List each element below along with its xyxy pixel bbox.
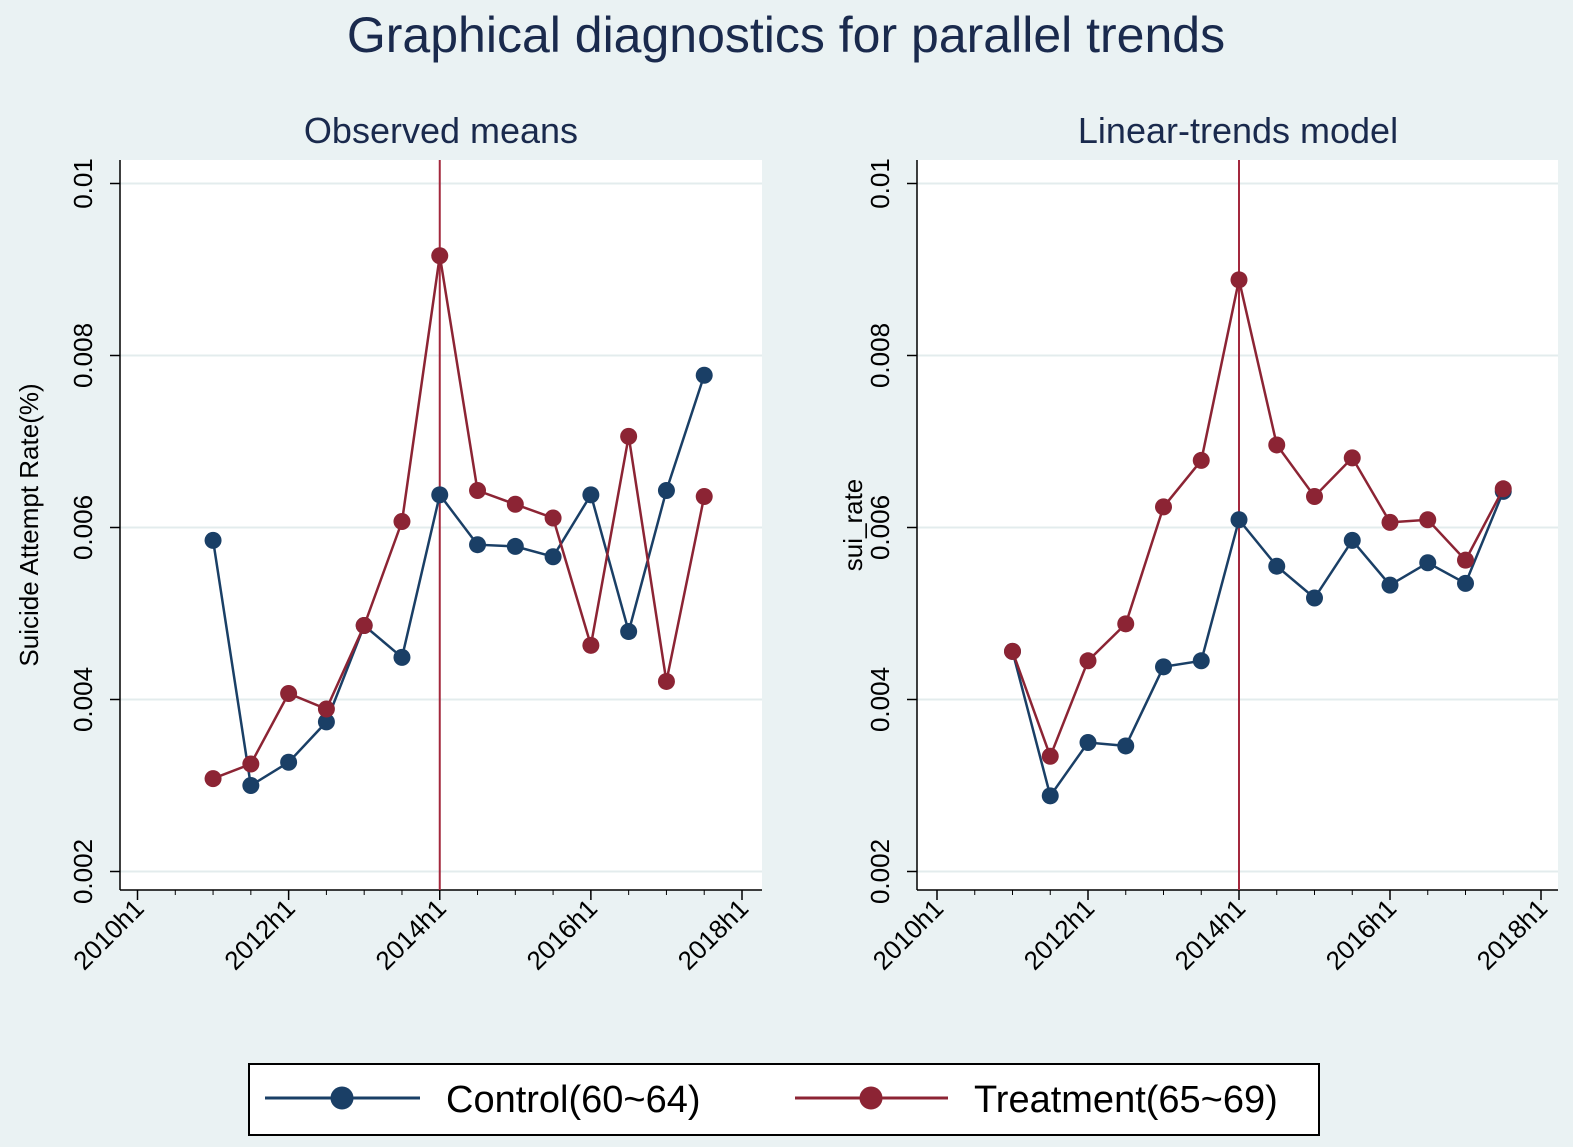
series-treatment <box>1004 271 1512 765</box>
series-line <box>211 374 706 788</box>
y-tick-label: 0.002 <box>865 839 895 904</box>
y-tick-label: 0.008 <box>68 323 98 388</box>
data-point <box>242 777 260 794</box>
data-point <box>1117 615 1135 633</box>
legend-swatch-marker <box>330 1086 354 1110</box>
legend: Control(60~64) Treatment(65~69) <box>248 1063 1320 1136</box>
data-point <box>1306 589 1323 607</box>
data-point <box>1117 737 1135 755</box>
data-point <box>355 617 373 635</box>
data-point <box>204 531 222 549</box>
data-point <box>431 486 449 504</box>
legend-label: Treatment(65~69) <box>974 1079 1278 1121</box>
data-point <box>1192 451 1210 469</box>
data-point <box>1041 787 1059 805</box>
chart-panel-1: 0.002 0.004 0.006 0.008 0.01 2010h1 2012h1 2014… <box>14 110 762 976</box>
data-point <box>657 482 675 500</box>
data-point <box>620 623 638 641</box>
y-axis-title: Suicide Attempt Rate(%) <box>14 383 44 666</box>
data-point <box>317 713 335 731</box>
data-point <box>1155 498 1172 516</box>
data-point <box>1041 747 1059 765</box>
data-point <box>1079 652 1097 670</box>
data-point <box>544 548 562 566</box>
data-point <box>431 247 449 265</box>
panel-title: Linear-trends model <box>1078 110 1398 151</box>
data-point <box>582 486 600 504</box>
data-point <box>1419 554 1437 572</box>
legend-swatch-marker <box>859 1086 883 1110</box>
data-point <box>695 366 713 384</box>
x-tick-label: 2016h1 <box>521 893 604 976</box>
data-point <box>1230 271 1248 289</box>
data-point <box>1343 531 1361 549</box>
data-point <box>280 753 298 771</box>
data-point <box>1230 511 1248 529</box>
data-point <box>393 648 411 666</box>
data-point <box>506 495 524 513</box>
data-point <box>317 700 335 718</box>
legend-box <box>248 1063 1320 1136</box>
data-point <box>1419 511 1437 529</box>
data-point <box>204 770 222 788</box>
data-point <box>1457 551 1474 569</box>
y-tick-label: 0.008 <box>865 323 895 388</box>
y-tick-label: 0.01 <box>865 158 895 209</box>
data-point <box>506 537 524 555</box>
legend-label: Control(60~64) <box>446 1079 701 1121</box>
y-tick-label: 0.006 <box>68 495 98 560</box>
data-point <box>544 509 562 527</box>
data-point <box>469 536 487 554</box>
legend-item-control: Control(60~64) <box>265 1079 701 1121</box>
x-tick-label: 2012h1 <box>218 893 301 976</box>
y-axis-title: sui_rate <box>838 479 868 572</box>
y-tick-label: 0.002 <box>68 839 98 904</box>
data-point <box>280 684 298 702</box>
x-tick-label: 2016h1 <box>1320 893 1403 976</box>
series-treatment <box>204 247 713 788</box>
data-point <box>1268 557 1286 575</box>
data-point <box>1457 574 1474 592</box>
figure-title: Graphical diagnostics for parallel trend… <box>347 7 1225 63</box>
chart-panel-2: 0.002 0.004 0.006 0.008 0.01 2010h1 2012h1 2014… <box>838 110 1558 976</box>
y-tick-label: 0.01 <box>68 158 98 209</box>
x-tick-label: 2014h1 <box>1169 893 1252 976</box>
data-point <box>657 672 675 690</box>
data-point <box>1381 576 1399 594</box>
data-point <box>469 482 487 500</box>
data-point <box>1268 436 1286 454</box>
x-tick-label: 2018h1 <box>1471 893 1554 976</box>
data-point <box>393 512 411 530</box>
data-point <box>1381 513 1399 531</box>
data-point <box>695 488 713 506</box>
x-tick-label: 2014h1 <box>369 893 452 976</box>
data-point <box>1155 658 1172 676</box>
data-point <box>1192 652 1210 670</box>
data-point <box>1079 734 1097 751</box>
y-tick-label: 0.004 <box>865 667 895 732</box>
y-tick-label: 0.006 <box>865 495 895 560</box>
x-tick-label: 2018h1 <box>672 893 755 976</box>
x-tick-label: 2012h1 <box>1018 893 1101 976</box>
legend-item-treatment: Treatment(65~69) <box>795 1079 1278 1121</box>
data-point <box>242 755 260 773</box>
panel-title: Observed means <box>304 110 578 151</box>
y-tick-label: 0.004 <box>68 667 98 732</box>
x-tick-label: 2010h1 <box>67 893 150 976</box>
data-point <box>620 427 638 445</box>
plot-area <box>120 160 762 890</box>
x-tick-label: 2010h1 <box>867 893 950 976</box>
data-point <box>1004 642 1021 660</box>
data-point <box>1306 488 1323 506</box>
data-point <box>1343 449 1361 467</box>
data-point <box>582 636 600 654</box>
data-point <box>1494 480 1512 498</box>
